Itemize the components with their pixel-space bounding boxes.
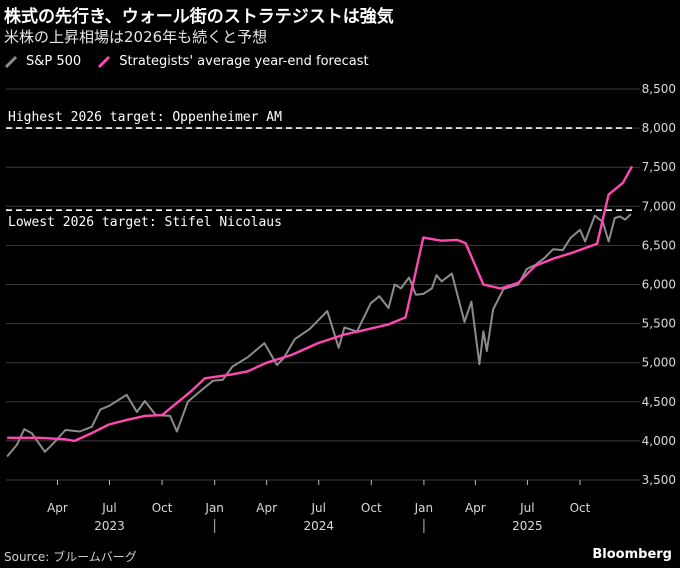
x-tick-label: Apr [256, 501, 277, 515]
chart-title: 株式の先行き、ウォール街のストラテジストは強気 [4, 7, 394, 27]
y-tick-label: 6,000 [642, 278, 676, 292]
legend-swatch-forecast [98, 55, 111, 68]
x-tick-label: Jul [310, 501, 325, 515]
x-tick-label: Oct [361, 501, 382, 515]
target-label: Highest 2026 target: Oppenheimer AM [8, 110, 282, 125]
legend-label-forecast: Strategists' average year-end forecast [119, 54, 369, 69]
legend: S&P 500 Strategists' average year-end fo… [4, 54, 369, 69]
reference-lines: Highest 2026 target: Oppenheimer AM Lowes… [6, 110, 632, 230]
x-year-label: 2025 [512, 519, 543, 533]
legend-item-sp500: S&P 500 [4, 54, 81, 69]
series-line-sp500 [6, 213, 632, 458]
x-tick-label: Jul [101, 501, 116, 515]
legend-label-sp500: S&P 500 [26, 54, 82, 69]
x-year-label: 2024 [303, 519, 334, 533]
series-line-forecast [7, 165, 634, 443]
y-tick-label: 6,500 [642, 238, 676, 252]
x-tick-label: Jul [519, 501, 534, 515]
y-tick-label: 5,500 [642, 317, 676, 331]
legend-swatch-sp500 [4, 55, 18, 68]
x-tick-label: Jan [414, 501, 434, 515]
chart-subtitle: 米株の上昇相場は2026年も続くと予想 [4, 28, 268, 46]
y-tick-label: 5,000 [642, 356, 676, 370]
x-tick-label: Apr [47, 501, 68, 515]
series-lines [6, 165, 634, 458]
source-note: Source: ブルームバーグ [4, 550, 137, 564]
x-tick-label: Jan [204, 501, 224, 515]
x-tick-label: Apr [465, 501, 486, 515]
y-tick-label: 7,000 [642, 199, 676, 213]
y-tick-label: 7,500 [642, 160, 676, 174]
gridlines [6, 88, 640, 481]
y-axis-ticks: 3,500 4,000 4,500 5,000 5,500 6,000 6,500 7,000… [642, 82, 676, 487]
y-tick-label: 3,500 [642, 473, 676, 487]
y-tick-label: 8,500 [642, 82, 676, 96]
y-tick-label: 4,500 [642, 395, 676, 409]
y-tick-label: 8,000 [642, 121, 676, 135]
x-tick-label: Oct [152, 501, 173, 515]
legend-item-forecast: Strategists' average year-end forecast [97, 54, 369, 69]
x-year-label: 2023 [94, 519, 125, 533]
x-tick-label: Oct [570, 501, 591, 515]
x-axis-ticks: Apr Jul Oct Jan Apr Jul Oct Jan Apr Jul Oct 2023 202… [47, 480, 591, 533]
target-label: Lowest 2026 target: Stifel Nicolaus [8, 215, 282, 230]
bloomberg-logo: Bloomberg [592, 547, 672, 562]
y-tick-label: 4,000 [642, 434, 676, 448]
